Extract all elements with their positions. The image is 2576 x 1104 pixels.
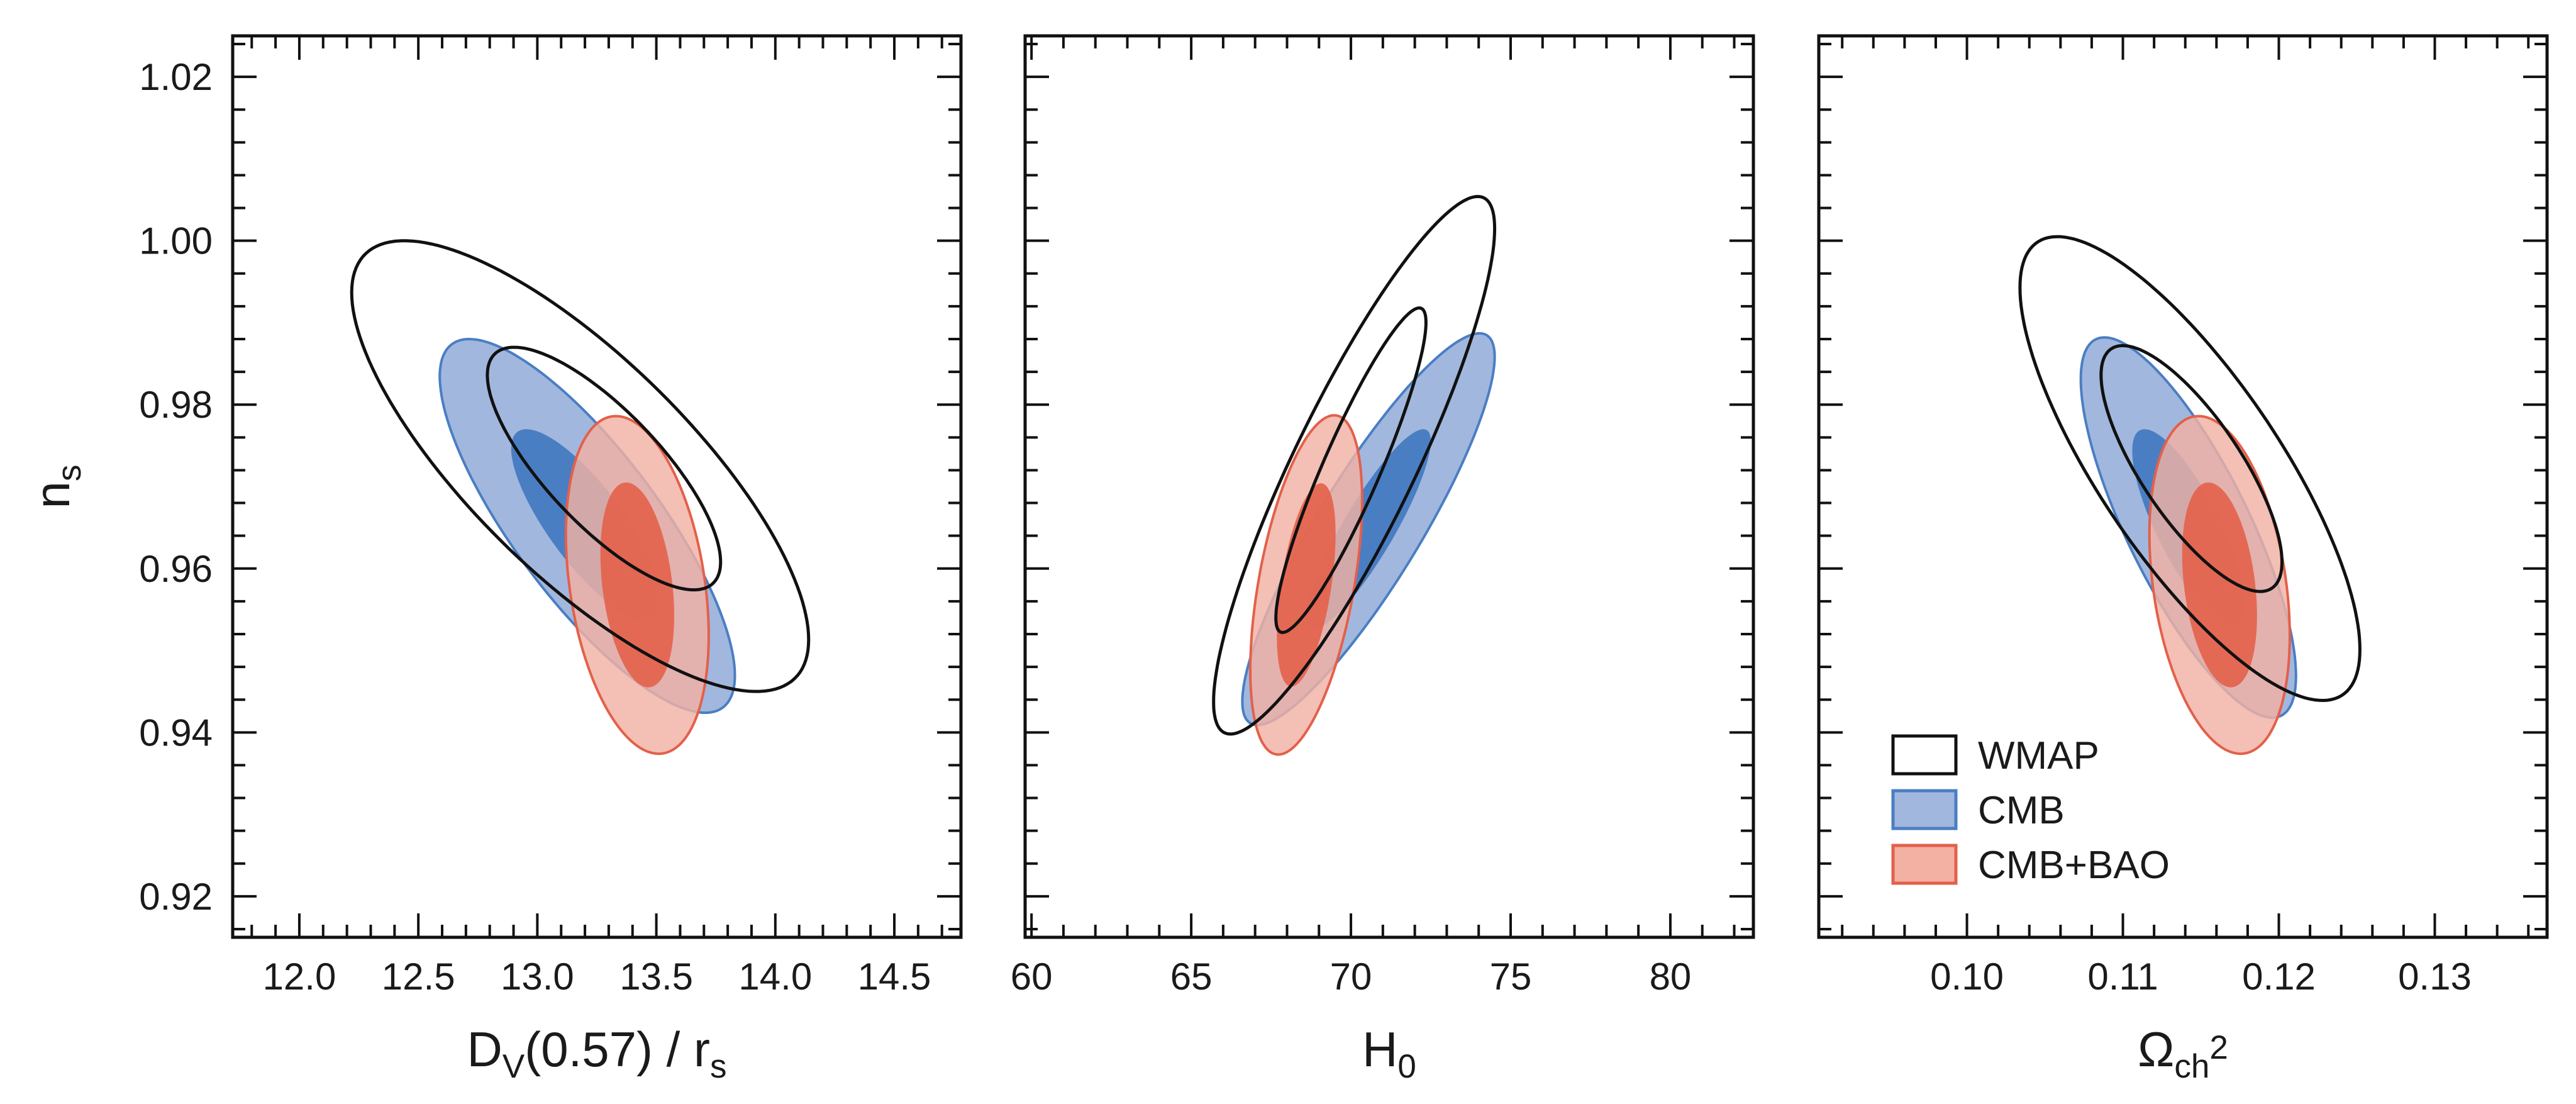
y-tick-label: 1.00 xyxy=(139,220,213,262)
x-tick-label: 13.5 xyxy=(619,956,693,998)
x-tick-label: 14.0 xyxy=(738,956,812,998)
x-tick-label: 65 xyxy=(1170,956,1213,998)
x-tick-label: 0.13 xyxy=(2398,956,2472,998)
legend: WMAP CMB CMB+BAO xyxy=(1891,734,2170,887)
axes-frame xyxy=(1817,34,2549,939)
plot-area xyxy=(1212,194,1497,756)
contour-cmb-bao-68 xyxy=(1277,483,1336,687)
axes-frame xyxy=(1023,34,1755,939)
x-tick-label: 14.5 xyxy=(858,956,931,998)
legend-item-cmb: CMB xyxy=(1891,789,2065,832)
ticks xyxy=(1025,36,1753,937)
plot-area xyxy=(2018,235,2362,756)
x-axis-label: DV(0.57) / rs xyxy=(467,1022,727,1085)
contour-wmap-95 xyxy=(1212,194,1497,736)
contour-wmap-95 xyxy=(2018,235,2362,702)
panel-omega-c-h2: 0.10 0.11 0.12 0.13 Ωch2 xyxy=(1817,34,2549,1085)
y-tick-label: 0.94 xyxy=(139,711,213,754)
contour-wmap-68 xyxy=(1274,306,1428,634)
legend-swatch xyxy=(1891,734,1958,776)
x-tick-label: 0.10 xyxy=(1930,956,2004,998)
legend-swatch xyxy=(1891,844,1958,885)
legend-item-wmap: WMAP xyxy=(1891,734,2099,778)
panel-dv-rs: 12.0 12.5 13.0 13.5 14.0 14.5 0.92 0.94 0.96 0.98… xyxy=(25,34,963,1085)
plot-area xyxy=(350,239,811,756)
ticks xyxy=(1819,36,2547,937)
y-axis-label: ns xyxy=(25,465,88,509)
x-tick-label: 70 xyxy=(1330,956,1372,998)
x-tick-label: 12.5 xyxy=(382,956,455,998)
contour-wmap-68 xyxy=(486,345,723,592)
x-tick-label: 60 xyxy=(1011,956,1053,998)
legend-label: CMB xyxy=(1978,789,2065,832)
x-axis-label: Ωch2 xyxy=(2138,1022,2228,1085)
contour-cmb-bao-68 xyxy=(2182,482,2257,688)
x-tick-label: 13.0 xyxy=(501,956,574,998)
x-tick-label: 0.12 xyxy=(2242,956,2316,998)
y-tick-label: 0.92 xyxy=(139,876,213,918)
legend-item-cmb-bao: CMB+BAO xyxy=(1891,844,2170,887)
y-tick-label: 0.96 xyxy=(139,548,213,590)
ticks xyxy=(233,36,961,937)
contour-wmap-68 xyxy=(2099,343,2284,593)
axes-frame xyxy=(231,34,963,939)
y-tick-label: 1.02 xyxy=(139,56,213,98)
x-axis-label: H0 xyxy=(1362,1022,1416,1085)
legend-swatch xyxy=(1891,789,1958,830)
x-tick-label: 75 xyxy=(1490,956,1532,998)
x-tick-label: 80 xyxy=(1650,956,1692,998)
contour-wmap-95 xyxy=(350,239,811,693)
legend-label: WMAP xyxy=(1978,734,2099,778)
x-tick-label: 0.11 xyxy=(2087,956,2158,998)
y-tick-label: 0.98 xyxy=(139,384,213,426)
legend-label: CMB+BAO xyxy=(1978,844,2170,887)
x-tick-label: 12.0 xyxy=(263,956,336,998)
panel-h0: 60 65 70 75 80 H0 xyxy=(1011,34,1755,1085)
